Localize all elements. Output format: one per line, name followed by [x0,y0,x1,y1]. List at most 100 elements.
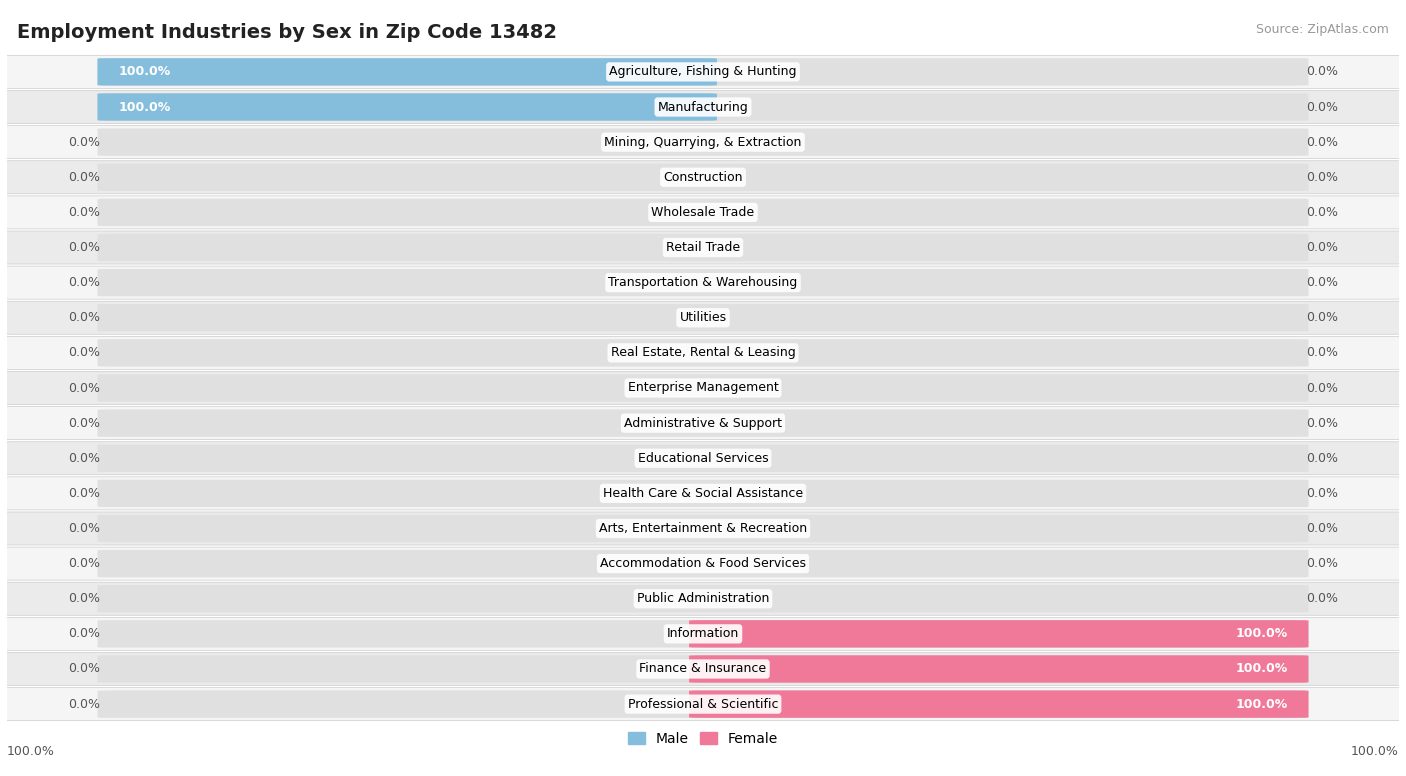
Text: Educational Services: Educational Services [638,452,768,465]
Text: Public Administration: Public Administration [637,592,769,605]
Text: Wholesale Trade: Wholesale Trade [651,206,755,219]
Text: 0.0%: 0.0% [69,171,100,184]
Text: 0.0%: 0.0% [1306,382,1337,394]
FancyBboxPatch shape [97,585,1309,612]
Text: 0.0%: 0.0% [69,136,100,149]
Text: Professional & Scientific: Professional & Scientific [627,698,779,711]
Text: 0.0%: 0.0% [1306,311,1337,324]
Text: 100.0%: 100.0% [7,745,55,758]
Text: 100.0%: 100.0% [1236,627,1288,640]
FancyBboxPatch shape [97,620,1309,647]
Text: Construction: Construction [664,171,742,184]
FancyBboxPatch shape [0,582,1406,615]
FancyBboxPatch shape [97,93,717,121]
Text: 100.0%: 100.0% [1236,698,1288,711]
Text: 0.0%: 0.0% [1306,592,1337,605]
FancyBboxPatch shape [0,55,1406,88]
Text: 0.0%: 0.0% [1306,557,1337,570]
FancyBboxPatch shape [0,477,1406,510]
Text: 0.0%: 0.0% [1306,241,1337,254]
Text: 0.0%: 0.0% [1306,417,1337,430]
Text: Health Care & Social Assistance: Health Care & Social Assistance [603,487,803,500]
Text: Transportation & Warehousing: Transportation & Warehousing [609,276,797,289]
FancyBboxPatch shape [97,691,1309,718]
FancyBboxPatch shape [0,196,1406,229]
Text: Arts, Entertainment & Recreation: Arts, Entertainment & Recreation [599,522,807,535]
Text: 0.0%: 0.0% [69,241,100,254]
FancyBboxPatch shape [97,655,1309,683]
FancyBboxPatch shape [97,410,1309,437]
FancyBboxPatch shape [97,58,717,85]
FancyBboxPatch shape [689,691,1309,718]
Text: 0.0%: 0.0% [69,698,100,711]
Text: 0.0%: 0.0% [69,522,100,535]
Text: 0.0%: 0.0% [1306,522,1337,535]
FancyBboxPatch shape [689,620,1309,647]
Text: 0.0%: 0.0% [1306,136,1337,149]
FancyBboxPatch shape [0,547,1406,580]
Text: Source: ZipAtlas.com: Source: ZipAtlas.com [1256,23,1389,36]
FancyBboxPatch shape [0,618,1406,650]
Text: Administrative & Support: Administrative & Support [624,417,782,430]
FancyBboxPatch shape [97,445,1309,472]
Text: 0.0%: 0.0% [69,627,100,640]
FancyBboxPatch shape [97,550,1309,577]
FancyBboxPatch shape [0,266,1406,299]
FancyBboxPatch shape [0,231,1406,264]
Text: Enterprise Management: Enterprise Management [627,382,779,394]
FancyBboxPatch shape [0,407,1406,440]
Text: 0.0%: 0.0% [69,663,100,675]
FancyBboxPatch shape [0,512,1406,545]
FancyBboxPatch shape [0,126,1406,158]
Text: Mining, Quarrying, & Extraction: Mining, Quarrying, & Extraction [605,136,801,149]
Text: Accommodation & Food Services: Accommodation & Food Services [600,557,806,570]
FancyBboxPatch shape [97,93,1309,121]
Text: 0.0%: 0.0% [1306,487,1337,500]
FancyBboxPatch shape [0,372,1406,404]
Text: Agriculture, Fishing & Hunting: Agriculture, Fishing & Hunting [609,65,797,78]
Text: 100.0%: 100.0% [1236,663,1288,675]
Text: 0.0%: 0.0% [69,452,100,465]
Text: 100.0%: 100.0% [118,101,170,113]
FancyBboxPatch shape [0,688,1406,721]
FancyBboxPatch shape [0,653,1406,685]
Text: Finance & Insurance: Finance & Insurance [640,663,766,675]
Text: 100.0%: 100.0% [118,65,170,78]
Text: 0.0%: 0.0% [69,311,100,324]
Text: 0.0%: 0.0% [69,487,100,500]
FancyBboxPatch shape [97,374,1309,402]
Text: 0.0%: 0.0% [1306,206,1337,219]
FancyBboxPatch shape [97,480,1309,507]
Text: 100.0%: 100.0% [1351,745,1399,758]
Text: 0.0%: 0.0% [1306,346,1337,359]
FancyBboxPatch shape [97,304,1309,331]
Text: 0.0%: 0.0% [69,417,100,430]
Text: 0.0%: 0.0% [69,206,100,219]
Text: 0.0%: 0.0% [69,382,100,394]
Text: Manufacturing: Manufacturing [658,101,748,113]
FancyBboxPatch shape [97,164,1309,191]
Text: 0.0%: 0.0% [1306,276,1337,289]
FancyBboxPatch shape [0,161,1406,194]
Text: 0.0%: 0.0% [69,276,100,289]
Text: Information: Information [666,627,740,640]
FancyBboxPatch shape [0,336,1406,369]
Text: Retail Trade: Retail Trade [666,241,740,254]
Text: 0.0%: 0.0% [69,346,100,359]
FancyBboxPatch shape [0,442,1406,475]
Text: 0.0%: 0.0% [1306,65,1337,78]
Text: Utilities: Utilities [679,311,727,324]
FancyBboxPatch shape [97,339,1309,366]
FancyBboxPatch shape [97,234,1309,262]
FancyBboxPatch shape [97,129,1309,156]
Legend: Male, Female: Male, Female [623,726,783,751]
FancyBboxPatch shape [97,58,1309,85]
Text: Real Estate, Rental & Leasing: Real Estate, Rental & Leasing [610,346,796,359]
Text: Employment Industries by Sex in Zip Code 13482: Employment Industries by Sex in Zip Code… [17,23,557,42]
Text: 0.0%: 0.0% [1306,171,1337,184]
Text: 0.0%: 0.0% [1306,101,1337,113]
FancyBboxPatch shape [97,199,1309,226]
FancyBboxPatch shape [97,514,1309,542]
Text: 0.0%: 0.0% [69,557,100,570]
Text: 0.0%: 0.0% [69,592,100,605]
